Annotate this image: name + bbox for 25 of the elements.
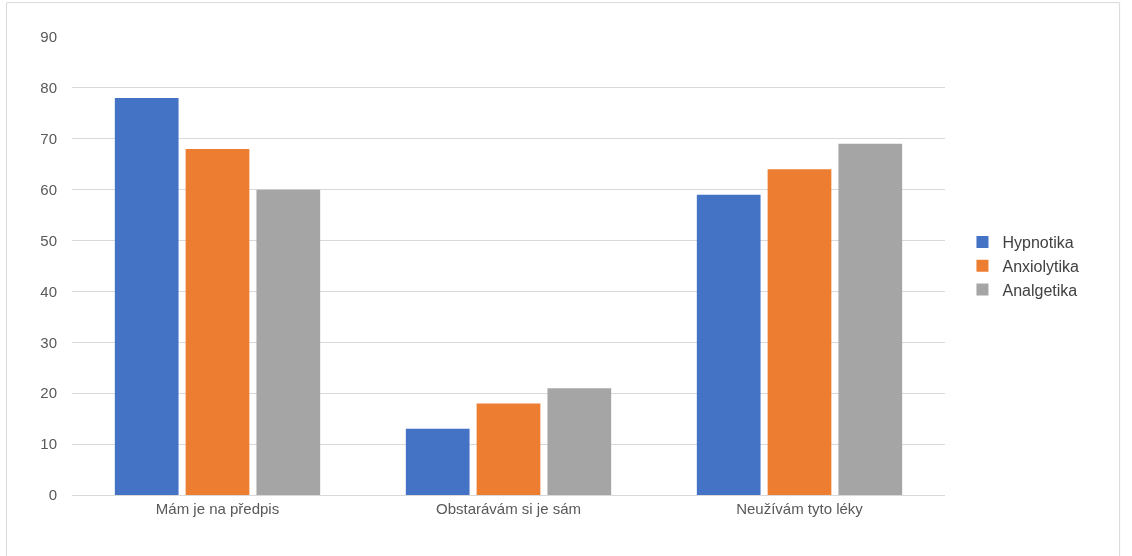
bar bbox=[185, 148, 250, 495]
y-tick-label: 70 bbox=[40, 130, 57, 148]
x-tick-label: Obstarávám si je sám bbox=[435, 500, 582, 517]
bar bbox=[767, 169, 832, 495]
y-tick-label: 30 bbox=[40, 333, 57, 351]
y-tick-label: 20 bbox=[40, 384, 57, 402]
bar bbox=[405, 428, 470, 495]
bar bbox=[476, 403, 541, 495]
bar bbox=[696, 194, 761, 495]
y-tick-label: 10 bbox=[40, 435, 57, 453]
y-tick-label: 90 bbox=[40, 28, 57, 46]
bar bbox=[256, 189, 321, 495]
y-tick-label: 80 bbox=[40, 79, 57, 97]
bar bbox=[547, 388, 612, 495]
legend-label: Analgetika bbox=[1002, 281, 1078, 299]
bar bbox=[838, 143, 903, 495]
legend-label: Hypnotika bbox=[1002, 234, 1074, 252]
y-tick-label: 50 bbox=[40, 231, 57, 249]
y-tick-label: 0 bbox=[48, 486, 57, 504]
legend-label: Anxiolytika bbox=[1002, 257, 1080, 275]
y-tick-label: 40 bbox=[40, 282, 57, 300]
x-tick-label: Mám je na předpis bbox=[155, 500, 280, 517]
y-tick-label: 60 bbox=[40, 180, 57, 198]
x-tick-label: Neužívám tyto léky bbox=[736, 500, 864, 517]
bar bbox=[114, 98, 179, 495]
